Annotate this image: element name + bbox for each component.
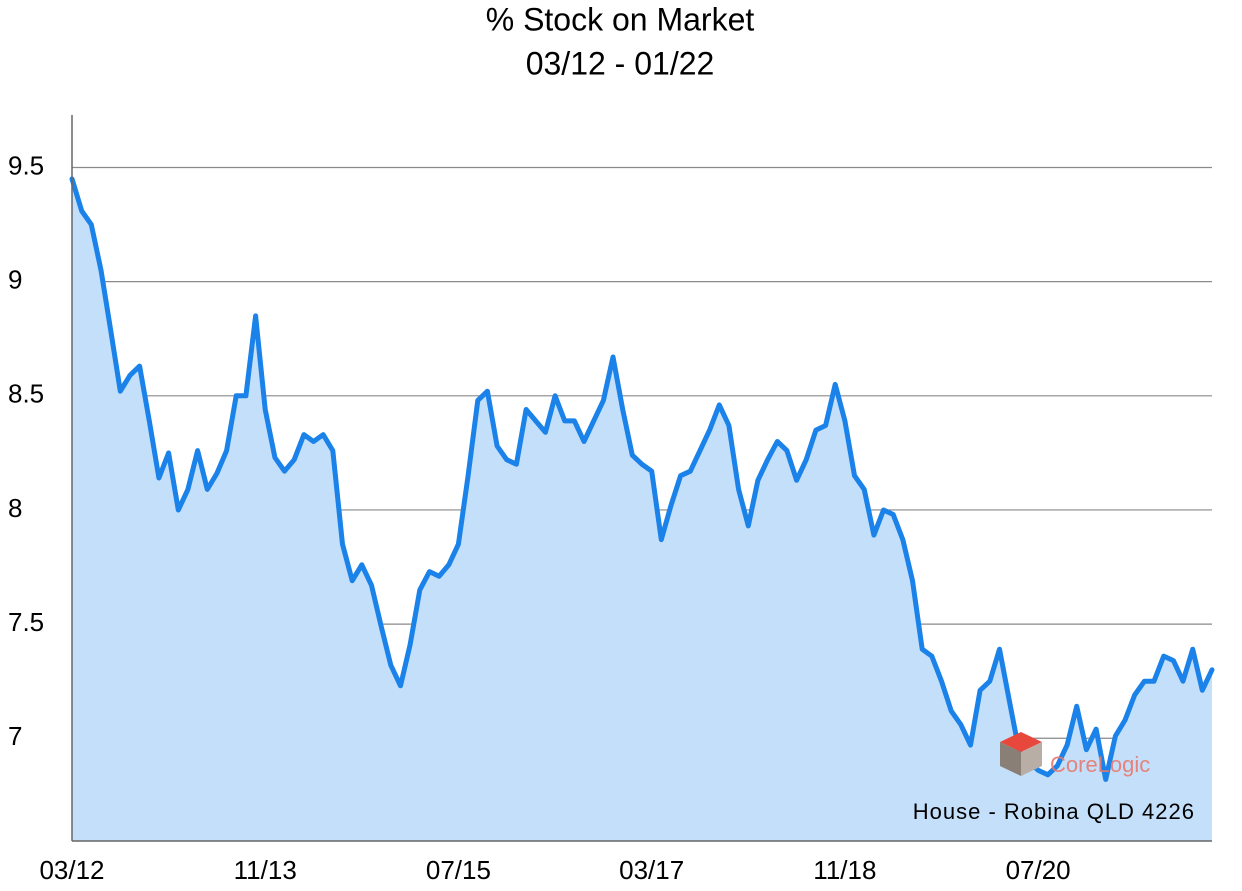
watermark: CoreLogic xyxy=(1050,752,1150,777)
y-tick-label: 7 xyxy=(8,721,22,751)
chart-subtitle: 03/12 - 01/22 xyxy=(526,45,715,81)
y-tick-label: 8.5 xyxy=(8,379,44,409)
x-tick-label: 11/13 xyxy=(234,855,297,885)
y-tick-label: 8 xyxy=(8,493,22,523)
logo-left xyxy=(1000,742,1021,776)
x-tick-label: 07/20 xyxy=(1006,855,1071,885)
annotation: House - Robina QLD 4226 xyxy=(913,799,1195,824)
x-tick-label: 03/12 xyxy=(39,855,104,885)
x-tick-label: 03/17 xyxy=(619,855,684,885)
x-tick-label: 07/15 xyxy=(426,855,491,885)
y-tick-label: 9 xyxy=(8,265,22,295)
y-tick-label: 7.5 xyxy=(8,607,44,637)
x-tick-label: 11/18 xyxy=(813,855,876,885)
logo-right xyxy=(1021,742,1042,776)
area xyxy=(72,178,1212,841)
chart-title: % Stock on Market xyxy=(486,1,755,37)
watermark-logo xyxy=(1000,732,1042,776)
y-tick-label: 9.5 xyxy=(8,150,44,180)
